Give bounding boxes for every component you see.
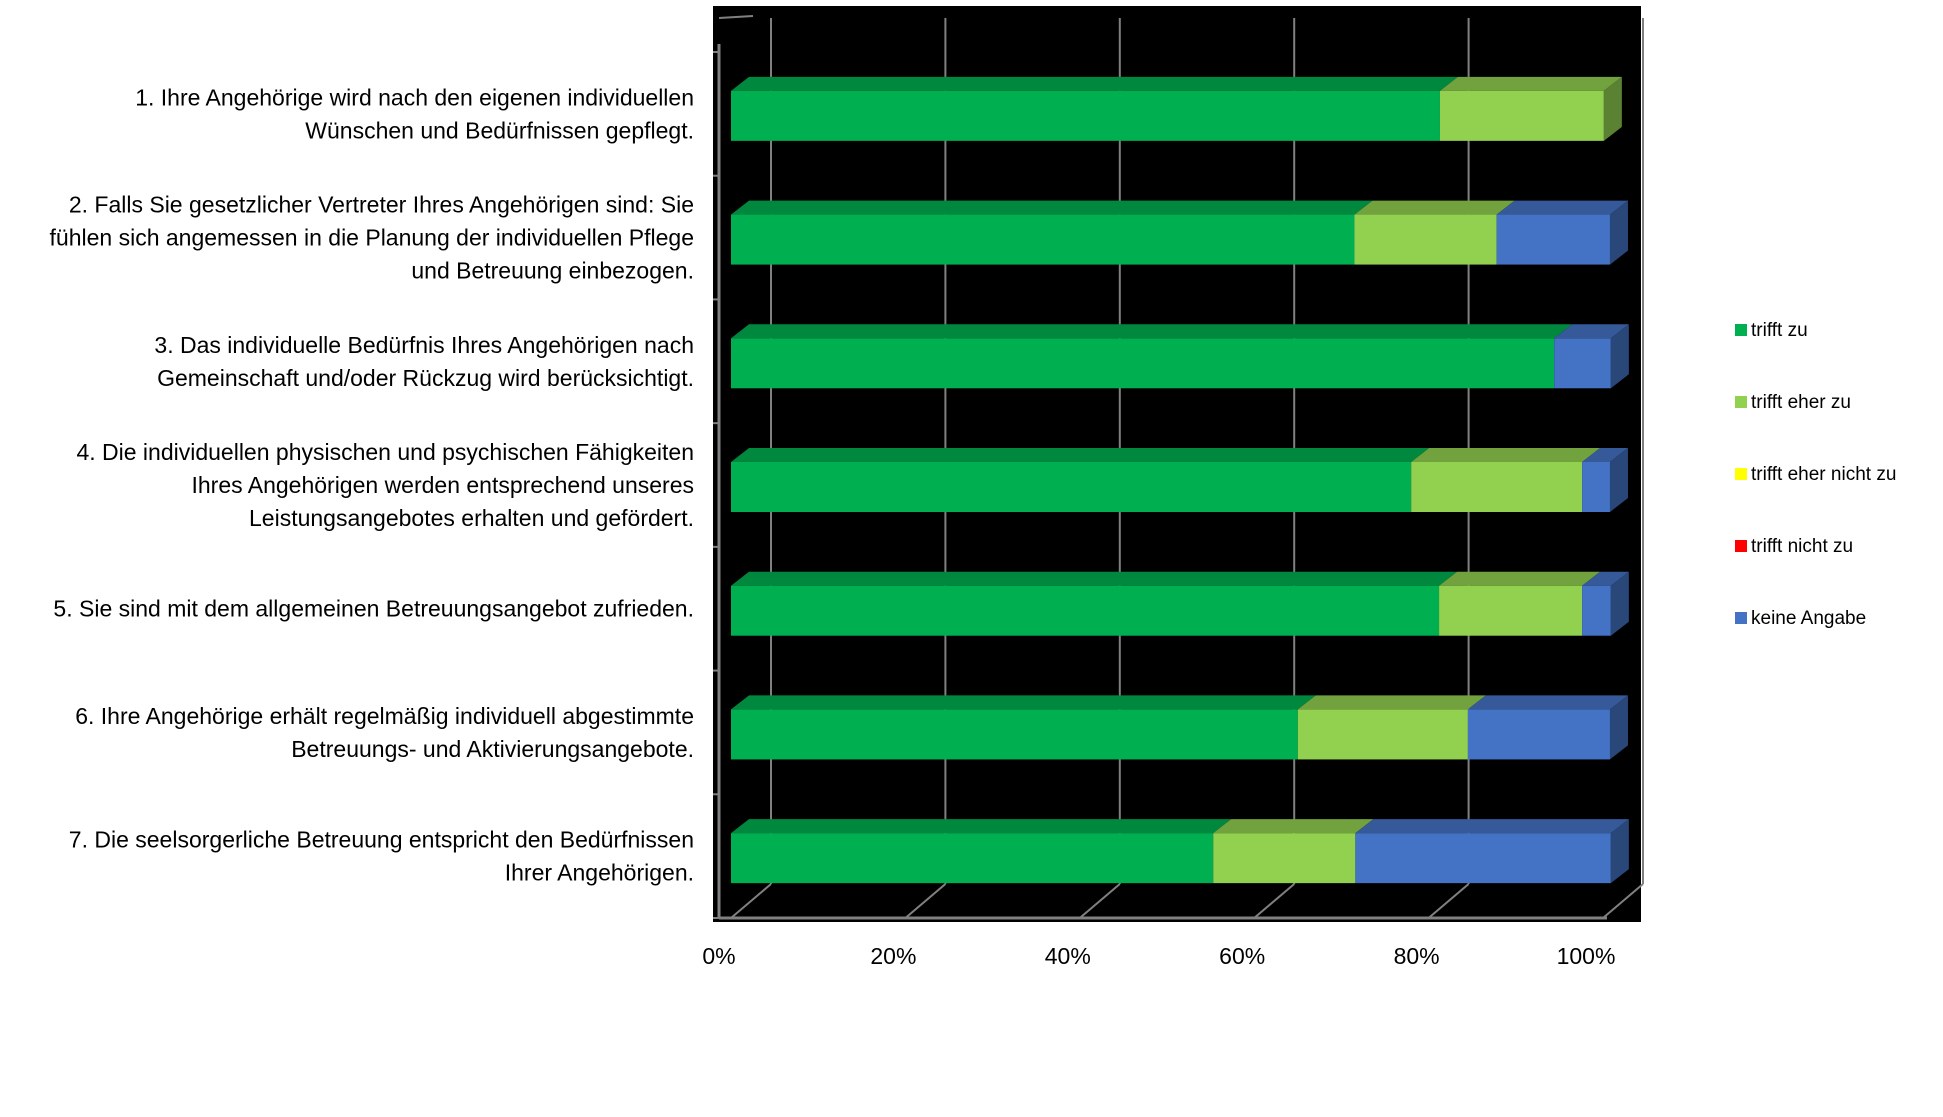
category-label-line: Ihrer Angehörigen. <box>505 860 694 886</box>
category-label: 6. Ihre Angehörige erhält regelmäßig ind… <box>75 703 694 762</box>
bar-segment <box>1439 585 1583 636</box>
bar-top-face <box>1213 819 1374 834</box>
legend-swatch <box>1735 396 1747 408</box>
bar-side-face <box>1610 819 1629 884</box>
legend-swatch <box>1735 468 1747 480</box>
category-label-line: 5. Sie sind mit dem allgemeinen Betreuun… <box>53 596 694 622</box>
category-label: 7. Die seelsorgerliche Betreuung entspri… <box>69 827 694 886</box>
category-label-line: Betreuungs- und Aktivierungsangebote. <box>291 736 694 762</box>
x-tick-label: 40% <box>1045 943 1091 969</box>
category-label-line: Wünschen und Bedürfnissen gepflegt. <box>305 117 694 143</box>
bar-top-face <box>731 571 1458 586</box>
category-label-line: 1. Ihre Angehörige wird nach den eigenen… <box>135 84 694 110</box>
bar-side-face <box>1609 448 1628 512</box>
x-tick-label: 0% <box>702 943 735 969</box>
bar-segment <box>1354 214 1497 265</box>
bar-side-face <box>1610 571 1629 636</box>
legend-label: trifft nicht zu <box>1751 536 1853 557</box>
category-label: 5. Sie sind mit dem allgemeinen Betreuun… <box>53 596 694 622</box>
bar-segment <box>1411 462 1583 512</box>
bar-segment <box>731 338 1555 389</box>
gridline-floor <box>730 883 772 919</box>
legend-swatch <box>1735 324 1747 336</box>
category-label: 3. Das individuelle Bedürfnis Ihres Ange… <box>154 332 694 391</box>
bar-segment <box>1439 90 1604 141</box>
bar-segment <box>1297 709 1468 760</box>
bar-segment <box>1582 585 1611 636</box>
x-tick-label: 80% <box>1394 943 1440 969</box>
bar-segment <box>731 833 1214 884</box>
x-tick-label: 60% <box>1219 943 1265 969</box>
legend-swatch <box>1735 540 1747 552</box>
category-label-line: 6. Ihre Angehörige erhält regelmäßig ind… <box>75 703 694 729</box>
category-label-line: 4. Die individuellen physischen und psyc… <box>76 439 694 465</box>
bar-top-face <box>1411 448 1601 462</box>
bar-side-face <box>1603 76 1622 141</box>
bar-segment <box>731 462 1412 512</box>
x-tick-label: 100% <box>1557 943 1616 969</box>
wall-top-edge <box>718 15 754 19</box>
gridline-floor <box>1427 883 1470 919</box>
bar-top-face <box>731 324 1573 339</box>
gridline-floor <box>1253 883 1295 919</box>
gridline-floor <box>1079 883 1121 919</box>
bar-side-face <box>1609 200 1628 265</box>
legend-label: trifft zu <box>1751 320 1808 341</box>
category-label-line: Gemeinschaft und/oder Rückzug wird berüc… <box>157 365 694 391</box>
x-tick-label: 20% <box>870 943 916 969</box>
bar-top-face <box>1496 200 1628 215</box>
bar-segment <box>1467 709 1610 760</box>
gridline-floor <box>1602 883 1644 919</box>
bar-top-face <box>1354 200 1515 215</box>
bar-top-face <box>1582 448 1628 462</box>
category-label-line: 3. Das individuelle Bedürfnis Ihres Ange… <box>154 332 694 358</box>
category-label-line: fühlen sich angemessen in die Planung de… <box>50 225 694 251</box>
category-label-line: Ihres Angehörigen werden entsprechend un… <box>191 472 694 498</box>
gridline-floor <box>904 883 947 919</box>
category-label: 2. Falls Sie gesetzlicher Vertreter Ihre… <box>50 192 694 284</box>
bar-segment <box>731 214 1355 265</box>
bar-segment <box>1496 214 1610 265</box>
category-label-line: und Betreuung einbezogen. <box>411 258 694 284</box>
legend-label: keine Angabe <box>1751 608 1866 629</box>
bar-top-face <box>731 200 1373 215</box>
bar-segment <box>1554 338 1611 389</box>
legend-label: trifft eher zu <box>1751 392 1851 413</box>
category-label-line: Leistungsangebotes erhalten und geförder… <box>249 505 694 531</box>
category-label: 1. Ihre Angehörige wird nach den eigenen… <box>135 84 694 143</box>
bar-segment <box>1582 462 1610 512</box>
bar-segment <box>1213 833 1356 884</box>
bar-segment <box>1355 833 1611 884</box>
bar-top-face <box>731 695 1316 710</box>
legend-swatch <box>1735 612 1747 624</box>
bar-side-face <box>1609 695 1628 760</box>
bar-segment <box>731 585 1440 636</box>
bar-side-face <box>1610 324 1629 389</box>
bar-top-face <box>1439 76 1622 91</box>
bar-top-face <box>1297 695 1486 710</box>
bar-segment <box>731 709 1298 760</box>
category-label-line: 7. Die seelsorgerliche Betreuung entspri… <box>69 827 694 853</box>
bar-top-face <box>1554 324 1629 339</box>
bar-top-face <box>1439 571 1601 586</box>
legend-label: trifft eher nicht zu <box>1751 464 1896 485</box>
bar-top-face <box>1355 819 1629 834</box>
category-label: 4. Die individuellen physischen und psyc… <box>76 439 694 531</box>
bar-top-face <box>731 448 1430 462</box>
bar-top-face <box>1582 571 1629 586</box>
bar-top-face <box>731 819 1232 834</box>
bar-segment <box>731 90 1440 141</box>
bar-top-face <box>731 76 1458 91</box>
bar-top-face <box>1467 695 1628 710</box>
category-label-line: 2. Falls Sie gesetzlicher Vertreter Ihre… <box>69 192 694 218</box>
